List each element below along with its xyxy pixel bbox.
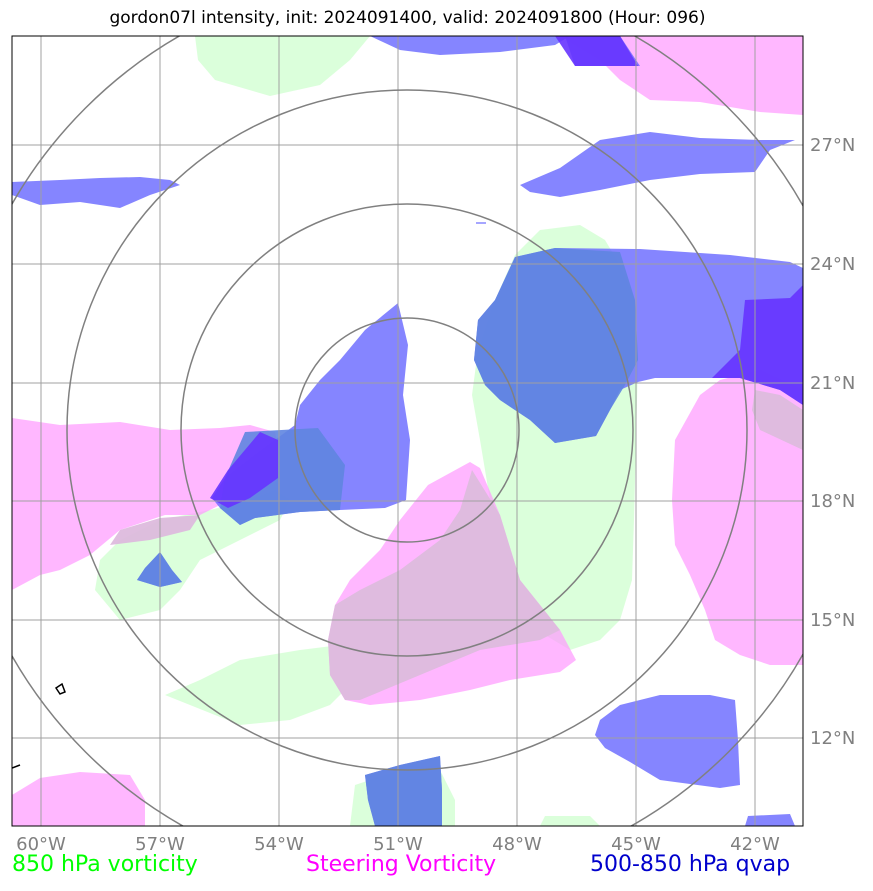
lat-tick-label: 15°N: [810, 610, 855, 631]
steering-vorticity-area: [12, 418, 280, 590]
lat-tick-label: 27°N: [810, 135, 855, 156]
lon-tick-label: 42°W: [730, 834, 780, 855]
lon-tick-label: 54°W: [254, 834, 304, 855]
qvap-area: [745, 814, 795, 826]
qvap-strong-layer: [210, 36, 803, 508]
vorticity-850-area: [195, 36, 370, 96]
lon-tick-label: 51°W: [373, 834, 423, 855]
plot-frame: [11, 35, 804, 827]
qvap-strong-area: [210, 432, 278, 508]
lat-tick-label: 21°N: [810, 373, 855, 394]
range-ring: [180, 203, 634, 657]
qvap-area: [12, 177, 180, 208]
legend-850-vorticity: 850 hPa vorticity: [12, 852, 198, 877]
legend-steering-vorticity: Steering Vorticity: [306, 852, 497, 877]
lon-tick-label: 45°W: [611, 834, 661, 855]
lat-tick-label: 18°N: [810, 491, 855, 512]
graticule: [12, 36, 803, 826]
lat-tick-label: 24°N: [810, 254, 855, 275]
range-ring: [294, 317, 520, 543]
lon-tick-label: 48°W: [492, 834, 542, 855]
vorticity-850-area: [540, 816, 600, 826]
qvap-strong-area: [712, 285, 803, 405]
vorticity-850-area: [165, 645, 345, 725]
legend-qvap: 500-850 hPa qvap: [590, 852, 791, 877]
steering-green-overlap: [110, 390, 803, 700]
qvap-area: [370, 36, 570, 55]
longitude-labels: 60°W 57°W 54°W 51°W 48°W 45°W 42°W: [16, 834, 780, 855]
steering-vorticity-area: [672, 370, 803, 665]
latitude-labels: 27°N 24°N 21°N 18°N 15°N 12°N: [810, 135, 855, 749]
lat-tick-label: 12°N: [810, 728, 855, 749]
qvap-area: [595, 695, 740, 788]
qvap-area: [520, 132, 795, 197]
qvap-strong-area: [555, 36, 638, 66]
lon-tick-label: 60°W: [16, 834, 66, 855]
lon-tick-label: 57°W: [135, 834, 185, 855]
steering-vorticity-area: [12, 772, 145, 826]
coastline: [12, 222, 486, 769]
range-ring: [66, 89, 748, 771]
map-title: gordon07l intensity, init: 2024091400, v…: [109, 8, 706, 28]
